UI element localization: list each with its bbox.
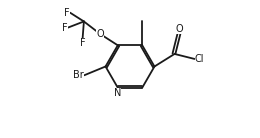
Text: O: O [96,29,104,39]
Text: F: F [62,23,68,33]
Text: F: F [64,8,70,18]
Text: Cl: Cl [194,54,204,64]
Text: Br: Br [74,70,84,80]
Text: O: O [176,24,183,34]
Text: N: N [114,88,121,98]
Text: F: F [80,38,86,48]
